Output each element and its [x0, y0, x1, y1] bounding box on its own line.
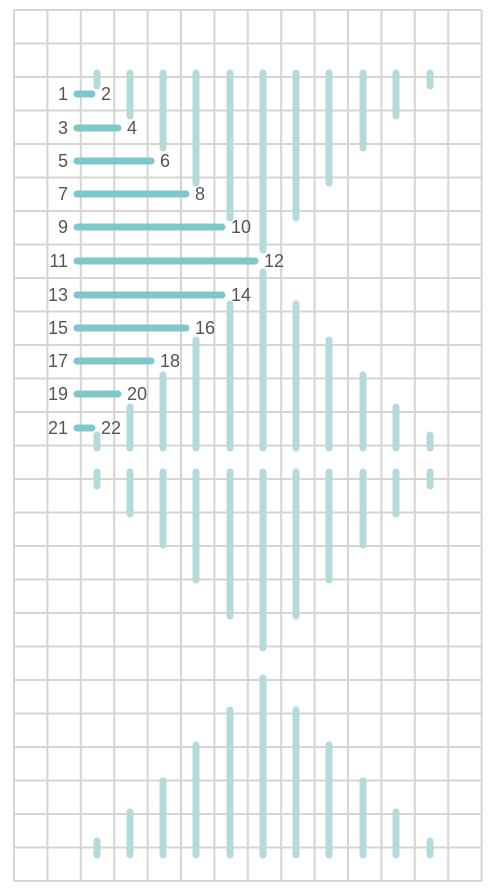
grid — [13, 9, 483, 882]
stitch-start-label: 9 — [58, 217, 68, 237]
stitch-start-label: 17 — [48, 351, 68, 371]
stitch-end-label: 22 — [101, 418, 121, 438]
stitch-start-label: 3 — [58, 118, 68, 138]
stitch-end-label: 2 — [101, 84, 111, 104]
background-stitches — [93, 69, 434, 859]
stitch-end-label: 16 — [195, 318, 215, 338]
stitch-start-label: 15 — [48, 318, 68, 338]
stitch-end-label: 6 — [160, 151, 170, 171]
stitch-end-label: 12 — [264, 251, 284, 271]
stitch-end-label: 14 — [231, 285, 251, 305]
stitch-end-label: 18 — [160, 351, 180, 371]
stitch-start-label: 1 — [58, 84, 68, 104]
stitch-start-label: 7 — [58, 184, 68, 204]
stitch-end-label: 20 — [127, 384, 147, 404]
stitch-start-label: 13 — [48, 285, 68, 305]
stitch-start-label: 19 — [48, 384, 68, 404]
active-stitches — [73, 90, 259, 432]
stitch-start-label: 21 — [48, 418, 68, 438]
stitch-end-label: 8 — [195, 184, 205, 204]
stitch-start-label: 11 — [49, 251, 68, 271]
stitch-end-label: 10 — [231, 217, 251, 237]
stitch-start-label: 5 — [58, 151, 68, 171]
stitch-end-label: 4 — [127, 118, 137, 138]
